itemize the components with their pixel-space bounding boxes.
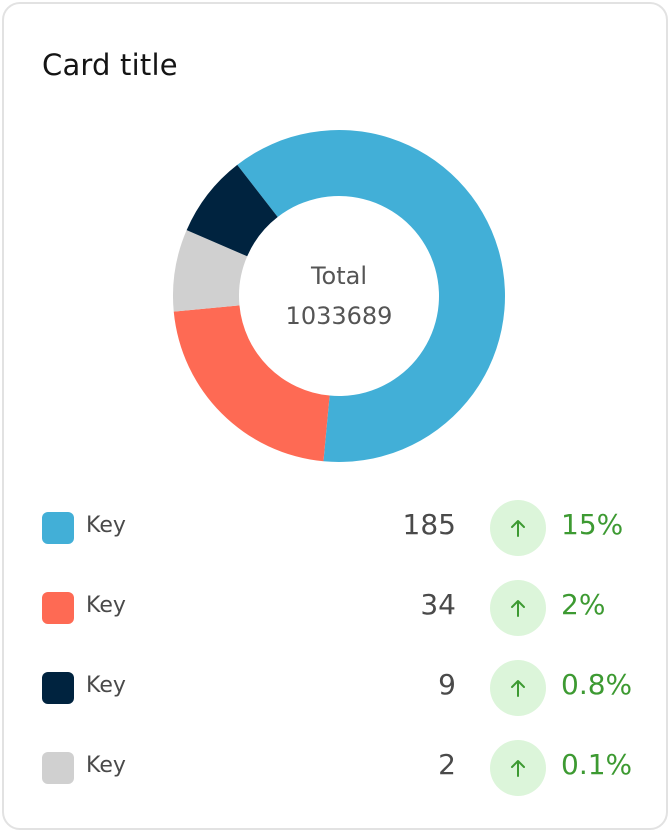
arrow-up-icon [511, 760, 525, 777]
legend-key-label: Key [86, 753, 126, 778]
legend-key-label: Key [86, 593, 126, 618]
trend-badge [490, 500, 546, 556]
legend-swatch [42, 592, 74, 624]
legend-swatch [42, 512, 74, 544]
donut-center-label: Total [310, 262, 367, 290]
donut-slice [186, 164, 278, 257]
donut-slices [173, 129, 505, 462]
legend-change: 0.8% [561, 668, 633, 701]
card-title: Card title [42, 48, 178, 82]
legend-value: 9 [438, 668, 456, 701]
donut-slice [237, 129, 505, 462]
legend-row: Key 9 0.8% [4, 656, 670, 720]
legend-value: 2 [438, 748, 456, 781]
legend-value: 34 [420, 588, 456, 621]
trend-badge [490, 660, 546, 716]
legend-row: Key 185 15% [4, 496, 670, 560]
donut-slice [173, 305, 330, 462]
legend-key-label: Key [86, 673, 126, 698]
donut-slice [173, 230, 248, 312]
legend-change: 0.1% [561, 748, 633, 781]
trend-badge [490, 740, 546, 796]
legend-value: 185 [402, 508, 456, 541]
donut-center-value: 1033689 [286, 302, 393, 330]
legend-change: 15% [561, 508, 624, 541]
trend-badge [490, 580, 546, 636]
legend-change: 2% [561, 588, 606, 621]
legend-row: Key 2 0.1% [4, 736, 670, 800]
arrow-up-icon [511, 520, 525, 537]
arrow-up-icon [511, 680, 525, 697]
legend-key-label: Key [86, 513, 126, 538]
donut-chart: Total 1033689 [173, 129, 505, 462]
legend-row: Key 34 2% [4, 576, 670, 640]
arrow-up-icon [511, 600, 525, 617]
legend-swatch [42, 752, 74, 784]
legend-swatch [42, 672, 74, 704]
